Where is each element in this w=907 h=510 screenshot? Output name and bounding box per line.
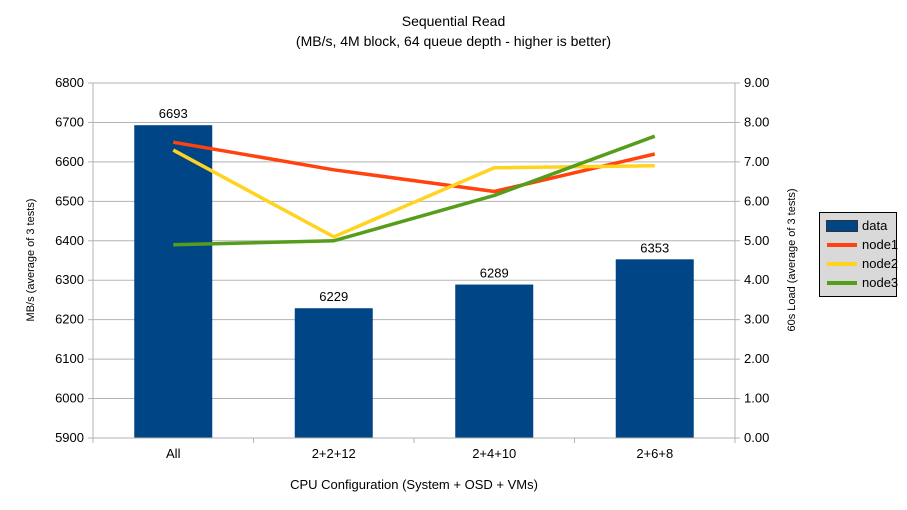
- legend-bar-swatch: [826, 220, 858, 233]
- y-axis-right-tick-label: 9.00: [744, 75, 769, 90]
- y-axis-left-tick-label: 6100: [55, 351, 84, 366]
- legend-line-swatch: [827, 261, 857, 266]
- legend-label: data: [862, 218, 888, 234]
- x-axis-tick-label: 2+6+8: [636, 446, 673, 461]
- y-axis-right-tick-label: 8.00: [744, 114, 769, 129]
- line-node1: [172, 140, 656, 194]
- bar-value-label: 6229: [319, 289, 348, 304]
- y-axis-left-tick-label: 6500: [55, 193, 84, 208]
- y-axis-left-tick-label: 5900: [55, 430, 84, 445]
- bar-2+4+10: [455, 284, 534, 438]
- legend-item-node3: node3: [827, 274, 899, 290]
- y-axis-right-tick-label: 3.00: [744, 312, 769, 327]
- y-axis-right-tick-label: 4.00: [744, 272, 769, 287]
- y-axis-right-tick-label: 5.00: [744, 233, 769, 248]
- bar-2+6+8: [615, 259, 694, 438]
- x-axis-tick-label: 2+2+12: [312, 446, 356, 461]
- bar-value-label: 6289: [480, 266, 509, 281]
- bar-value-label: 6693: [159, 106, 188, 121]
- y-axis-right-tick-label: 2.00: [744, 351, 769, 366]
- legend-label: node1: [862, 237, 899, 253]
- line-node3: [173, 134, 656, 247]
- y-axis-left-tick-label: 6000: [55, 391, 84, 406]
- chart-subtitle: (MB/s, 4M block, 64 queue depth - higher…: [295, 33, 612, 49]
- bar-value-label: 6353: [640, 240, 669, 255]
- y-axis-left-tick-label: 6300: [55, 272, 84, 287]
- legend-label: node3: [862, 274, 899, 290]
- y-axis-right-tick-label: 7.00: [744, 154, 769, 169]
- y-axis-left-tick-label: 6400: [55, 233, 84, 248]
- bar-All: [134, 125, 213, 438]
- y-axis-left-title: MB/s (average of 3 tests): [25, 198, 37, 322]
- y-axis-left-tick-label: 6600: [55, 154, 84, 169]
- y-axis-right-tick-label: 1.00: [744, 391, 769, 406]
- legend-line-swatch: [827, 243, 857, 248]
- y-axis-right-tick-label: 0.00: [744, 430, 769, 445]
- legend: data node1 node2 node3: [819, 212, 899, 297]
- x-axis-title: CPU Configuration (System + OSD + VMs): [290, 477, 538, 492]
- y-axis-left-tick-label: 6700: [55, 114, 84, 129]
- x-axis-tick-label: 2+4+10: [472, 446, 516, 461]
- chart-title: Sequential Read: [401, 13, 506, 29]
- x-axis-tick-label: All: [166, 446, 181, 461]
- legend-item-node1: node1: [827, 237, 899, 253]
- y-axis-right-title: 60s Load (average of 3 tests): [786, 188, 798, 332]
- bar-2+2+12: [294, 308, 373, 438]
- legend-line-swatch: [827, 280, 857, 285]
- legend-label: node2: [862, 255, 899, 271]
- y-axis-left-tick-label: 6200: [55, 312, 84, 327]
- y-axis-left-tick-label: 6800: [55, 75, 84, 90]
- legend-item-data: data: [826, 218, 896, 234]
- y-axis-right-tick-label: 6.00: [744, 193, 769, 208]
- legend-item-node2: node2: [827, 255, 899, 271]
